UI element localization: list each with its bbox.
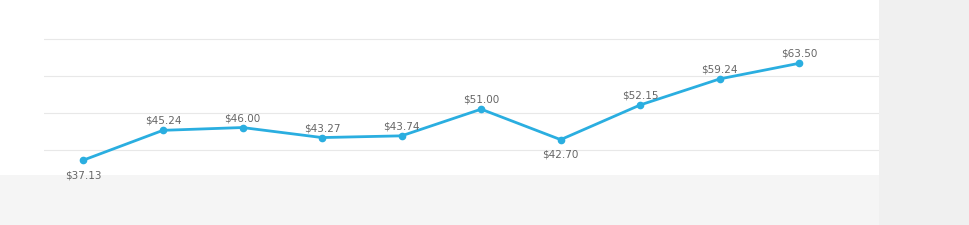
Text: $45.24: $45.24: [144, 115, 181, 125]
Text: $43.74: $43.74: [383, 121, 420, 131]
Text: $43.27: $43.27: [303, 122, 340, 133]
Text: $63.50: $63.50: [780, 49, 817, 58]
Text: $37.13: $37.13: [65, 170, 102, 180]
Text: $59.24: $59.24: [701, 64, 737, 74]
Text: $42.70: $42.70: [542, 149, 578, 159]
Text: $51.00: $51.00: [462, 94, 499, 104]
Text: $46.00: $46.00: [224, 112, 261, 122]
Text: $52.15: $52.15: [621, 90, 658, 100]
